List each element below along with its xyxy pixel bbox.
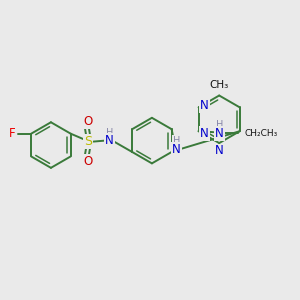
Text: N: N xyxy=(105,134,114,147)
Text: CH₂CH₃: CH₂CH₃ xyxy=(244,129,278,138)
Text: N: N xyxy=(172,142,181,155)
Text: N: N xyxy=(200,127,209,140)
Text: H: H xyxy=(173,136,180,146)
Text: O: O xyxy=(83,155,92,168)
Text: S: S xyxy=(85,135,92,148)
Text: F: F xyxy=(9,127,16,140)
Text: CH₃: CH₃ xyxy=(210,80,229,90)
Text: N: N xyxy=(215,145,224,158)
Text: H: H xyxy=(216,120,223,130)
Text: N: N xyxy=(200,99,209,112)
Text: O: O xyxy=(83,115,92,128)
Text: N: N xyxy=(215,127,224,140)
Text: N: N xyxy=(200,99,209,112)
Text: H: H xyxy=(106,128,113,138)
